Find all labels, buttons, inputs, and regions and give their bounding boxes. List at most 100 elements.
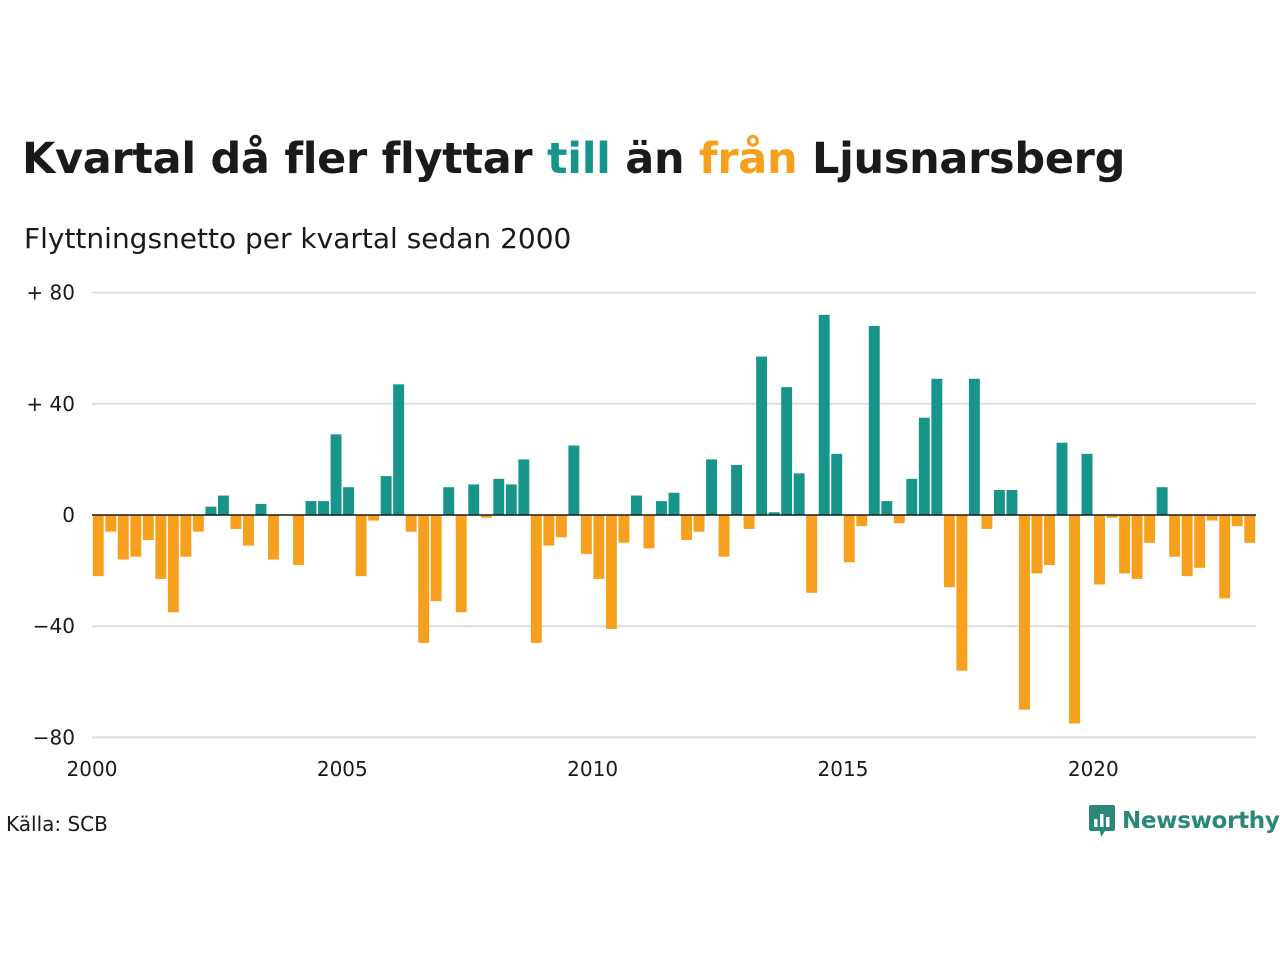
bar (293, 515, 304, 566)
bar (781, 387, 793, 515)
bar (318, 501, 330, 515)
bar (693, 515, 705, 532)
chart-subtitle: Flyttningsnetto per kvartal sedan 2000 (24, 222, 572, 255)
bar (155, 515, 167, 579)
bar (643, 515, 655, 549)
title-part-1: Kvartal då fler flyttar (22, 134, 547, 184)
newsworthy-chart-icon (1089, 805, 1115, 837)
bar (1018, 515, 1030, 710)
x-tick-label: 2015 (818, 757, 869, 781)
bar (268, 515, 279, 560)
bar (868, 325, 880, 515)
bar (1219, 515, 1231, 599)
bar (618, 515, 630, 543)
bar (931, 378, 943, 515)
title-word-fran: från (698, 134, 798, 184)
y-tick-label: −80 (33, 725, 75, 749)
bar (393, 384, 405, 515)
bar (818, 314, 830, 515)
logo-text: Newsworthy (1122, 808, 1280, 834)
x-tick-label: 2000 (67, 757, 118, 781)
bar (1131, 515, 1143, 579)
bar (1081, 453, 1093, 515)
x-tick-label: 2005 (317, 757, 368, 781)
bar (681, 515, 692, 541)
bar (480, 515, 492, 518)
title-word-till: till (547, 134, 611, 184)
y-tick-label: + 40 (26, 392, 75, 416)
bar (255, 503, 267, 515)
bar (117, 515, 129, 560)
bar (843, 515, 855, 563)
bar (230, 515, 242, 529)
bar (380, 476, 392, 515)
bar (806, 515, 818, 593)
bar (1244, 515, 1256, 543)
bar (330, 434, 342, 515)
bar (881, 501, 893, 515)
bar (180, 515, 192, 557)
bar (368, 515, 380, 521)
bar (217, 495, 229, 515)
bar (1044, 515, 1055, 566)
bar (831, 453, 843, 515)
bar (343, 487, 355, 515)
bar (518, 459, 530, 515)
bar (192, 515, 204, 532)
bar (543, 515, 555, 546)
title-part-3: än (610, 134, 699, 184)
bar (656, 501, 667, 515)
bar (1006, 489, 1018, 515)
bar (1094, 515, 1106, 585)
bar (731, 464, 743, 515)
bar (1106, 515, 1118, 518)
bar (418, 515, 430, 643)
bar (1069, 515, 1080, 724)
bar (906, 478, 918, 515)
bar (718, 515, 730, 557)
x-tick-label: 2010 (567, 757, 618, 781)
bar (981, 515, 993, 529)
bar (605, 515, 617, 629)
bar (355, 515, 367, 577)
bar (555, 515, 567, 538)
bar (706, 459, 718, 515)
bar (893, 515, 905, 524)
title-part-5: Ljusnarsberg (797, 134, 1126, 184)
bar (505, 484, 517, 515)
y-tick-label: + 80 (26, 281, 75, 305)
bar (943, 515, 955, 588)
bar (768, 512, 780, 515)
bar (92, 515, 104, 577)
bar (1056, 442, 1068, 515)
y-tick-label: 0 (62, 503, 75, 527)
bar (455, 515, 467, 613)
bar (1144, 515, 1156, 543)
y-tick-label: −40 (33, 614, 75, 638)
bar (443, 487, 455, 515)
bar (743, 515, 755, 529)
bar (205, 506, 217, 515)
y-axis-labels: + 80 + 40 0 −40 −80 (26, 281, 75, 750)
source-note: Källa: SCB (6, 812, 108, 836)
bar (593, 515, 605, 579)
bar (430, 515, 442, 602)
bar (1194, 515, 1206, 568)
x-axis-labels: 2000 2005 2010 2015 2020 (67, 757, 1119, 781)
bar-chart: + 80 + 40 0 −40 −80 2000 2005 2010 2015 2020 (26, 281, 1256, 781)
bar (1156, 487, 1168, 515)
bar (130, 515, 142, 557)
bar (405, 515, 417, 532)
bar (305, 501, 317, 515)
bar (167, 515, 179, 613)
bar (1206, 515, 1218, 521)
chart-title: Kvartal då fler flyttar till än från Lju… (22, 134, 1125, 184)
bar (668, 492, 680, 515)
bar (756, 356, 768, 515)
newsworthy-logo[interactable]: Newsworthy (1088, 804, 1280, 838)
bar (1031, 515, 1043, 574)
bar (105, 515, 117, 532)
bar (1231, 515, 1243, 527)
bars (92, 314, 1256, 724)
bar (568, 445, 580, 515)
